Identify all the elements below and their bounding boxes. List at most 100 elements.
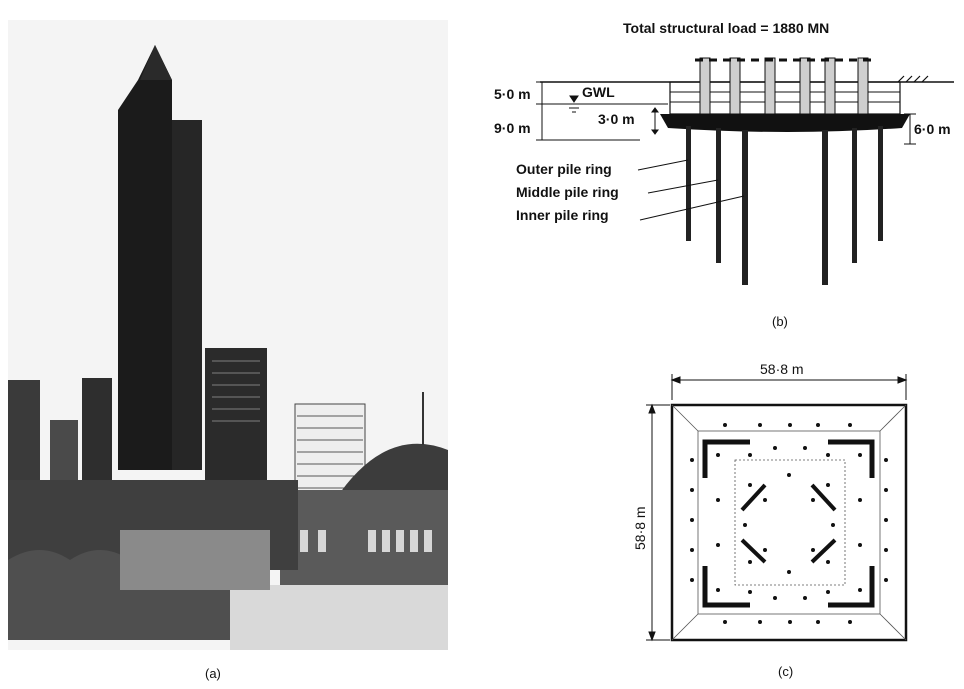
core-walls — [740, 483, 837, 564]
middle-pile-ring-label: Middle pile ring — [516, 184, 619, 200]
pile-dot — [848, 620, 852, 624]
columns — [699, 57, 869, 115]
tower-photo-illustration — [8, 20, 448, 650]
pile-dot — [826, 560, 830, 564]
caption-a: (a) — [205, 666, 221, 681]
height-label: 58·8 m — [632, 506, 648, 550]
tower-side — [172, 120, 202, 470]
core-wall-sw — [740, 538, 767, 564]
pile-dot — [787, 570, 791, 574]
core-wall-se — [810, 538, 837, 564]
pile-dot — [816, 423, 820, 427]
pile-dot — [723, 620, 727, 624]
plaza-back — [120, 530, 270, 590]
pile-dot — [884, 578, 888, 582]
raft-outline — [670, 403, 908, 642]
plan-diagram: 58·8 m 58·8 m — [632, 361, 908, 679]
pile-dot — [787, 473, 791, 477]
pile-dot — [716, 588, 720, 592]
total-load-title: Total structural load = 1880 MN — [623, 20, 829, 36]
raft-thickness-arrows — [651, 107, 659, 135]
pile-dot — [811, 548, 815, 552]
pile-dot — [723, 423, 727, 427]
caption-c: (c) — [778, 664, 793, 679]
pile-dot — [816, 620, 820, 624]
pile-dot — [826, 453, 830, 457]
raft-edge-label: 6·0 m — [914, 121, 951, 137]
panel-c-plan: 58·8 m 58·8 m — [600, 350, 964, 689]
plaza — [230, 585, 448, 650]
pile-dot — [884, 488, 888, 492]
caption-b: (b) — [772, 314, 788, 329]
core-wall-nw — [740, 483, 767, 512]
pile-dot — [858, 453, 862, 457]
pile-dot — [690, 548, 694, 552]
white-building-lines — [297, 415, 363, 489]
gwl-marker — [566, 95, 582, 113]
pile-dot — [758, 620, 762, 624]
pile-dot — [788, 423, 792, 427]
width-dimension — [670, 374, 908, 400]
pile-dot — [803, 596, 807, 600]
pile-dot — [748, 590, 752, 594]
pile-dot — [884, 518, 888, 522]
height-dimension — [646, 403, 670, 642]
pile-label-leaders — [637, 159, 745, 221]
pile-middle-right — [852, 128, 857, 263]
pile-dot — [858, 498, 862, 502]
hall-arches — [300, 530, 432, 552]
raft-thickness-label: 3·0 m — [598, 111, 635, 127]
pile-dot — [763, 498, 767, 502]
raft-slope-lines — [671, 404, 907, 641]
pile-dot — [773, 596, 777, 600]
pile-dot — [690, 518, 694, 522]
pile-dot — [748, 560, 752, 564]
depth-5m-label: 5·0 m — [494, 86, 531, 102]
tower-pyramid-top — [140, 45, 172, 80]
pile-dot — [884, 458, 888, 462]
section-diagram: Total structural load = 1880 MN — [494, 20, 954, 329]
pile-inner-right — [822, 130, 828, 285]
pile-dot — [803, 446, 807, 450]
main-tower — [118, 45, 172, 470]
pile-middle-left — [716, 128, 721, 263]
panel-b-section: Total structural load = 1880 MN — [490, 0, 964, 340]
pile-dot — [716, 543, 720, 547]
panel-a-tower-photo: (a) — [0, 0, 450, 689]
pile-dot — [826, 483, 830, 487]
pile-dot — [748, 483, 752, 487]
pile-dot — [773, 446, 777, 450]
pile-dot — [748, 453, 752, 457]
pile-dot — [743, 523, 747, 527]
pile-inner-left — [742, 130, 748, 285]
raft — [660, 114, 910, 132]
pile-outer-right — [878, 126, 883, 241]
wall-bottom-left — [702, 566, 750, 608]
ground-hatch — [897, 75, 929, 83]
pile-dot — [884, 548, 888, 552]
raft-edge-dimension — [904, 113, 916, 145]
pile-dot — [811, 498, 815, 502]
piles — [686, 126, 883, 285]
core-wall-ne — [810, 483, 837, 512]
depth-9m-label: 9·0 m — [494, 120, 531, 136]
pile-dot — [690, 458, 694, 462]
pile-dot — [788, 620, 792, 624]
gwl-label: GWL — [582, 84, 615, 100]
pile-dot — [690, 488, 694, 492]
office-tower-right-windows — [212, 360, 260, 422]
pile-dots — [690, 423, 888, 624]
inner-pile-ring-label: Inner pile ring — [516, 207, 609, 223]
pile-dot — [716, 498, 720, 502]
wall-top-left — [702, 439, 750, 478]
panel-a-caption-layer: (a) — [205, 666, 221, 681]
wall-bottom-right — [828, 566, 875, 608]
pile-dot — [758, 423, 762, 427]
pile-dot — [831, 523, 835, 527]
pile-dot — [858, 543, 862, 547]
pile-dot — [858, 588, 862, 592]
pile-dot — [763, 548, 767, 552]
pile-dot — [848, 423, 852, 427]
wall-top-right — [828, 439, 875, 478]
raft-inner-edge — [697, 430, 881, 615]
